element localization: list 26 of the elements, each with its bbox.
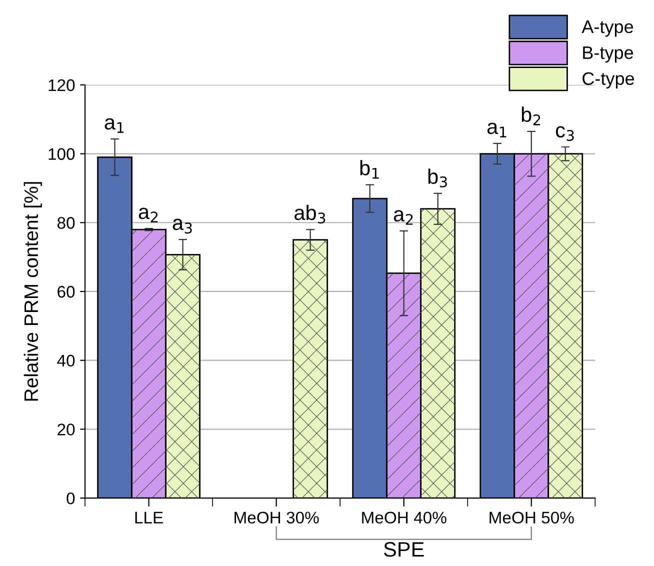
y-tick-label: 100	[48, 148, 75, 160]
annotation: a$_{3}$	[172, 218, 192, 234]
y-tick-label: 0	[66, 492, 75, 504]
annotation: a$_{1}$	[487, 122, 506, 138]
x-tick-label: MeOH 30%	[234, 512, 319, 524]
x-tick-label: MeOH 50%	[490, 512, 574, 524]
text: SPE	[384, 542, 424, 557]
y-tick-label: 20	[58, 424, 75, 436]
annotation: c$_{3}$	[556, 126, 574, 141]
annotation: b$_{3}$	[428, 168, 447, 188]
x-tick-label: LLE	[135, 512, 163, 524]
legend-label: C-type	[582, 72, 634, 89]
annotation: a$_{2}$	[138, 208, 158, 222]
annotation: b$_{2}$	[522, 106, 540, 126]
annotation: a$_{2}$	[394, 210, 413, 225]
annotation: a$_{1}$	[104, 118, 124, 133]
x-tick-label: MeOH 40%	[362, 512, 446, 524]
legend-label: A-type	[582, 20, 634, 37]
y-tick-label: 40	[57, 354, 75, 367]
annotation: ab$_{3}$	[294, 204, 326, 224]
y-tick-label: 60	[58, 286, 75, 298]
annotation: b$_{1}$	[360, 160, 379, 179]
legend-label: B-type	[583, 46, 634, 63]
y-tick-label: 120	[48, 79, 75, 92]
y-tick-label: 80	[57, 217, 75, 229]
y-axis-title: Relative PRM content [%]	[24, 182, 42, 401]
